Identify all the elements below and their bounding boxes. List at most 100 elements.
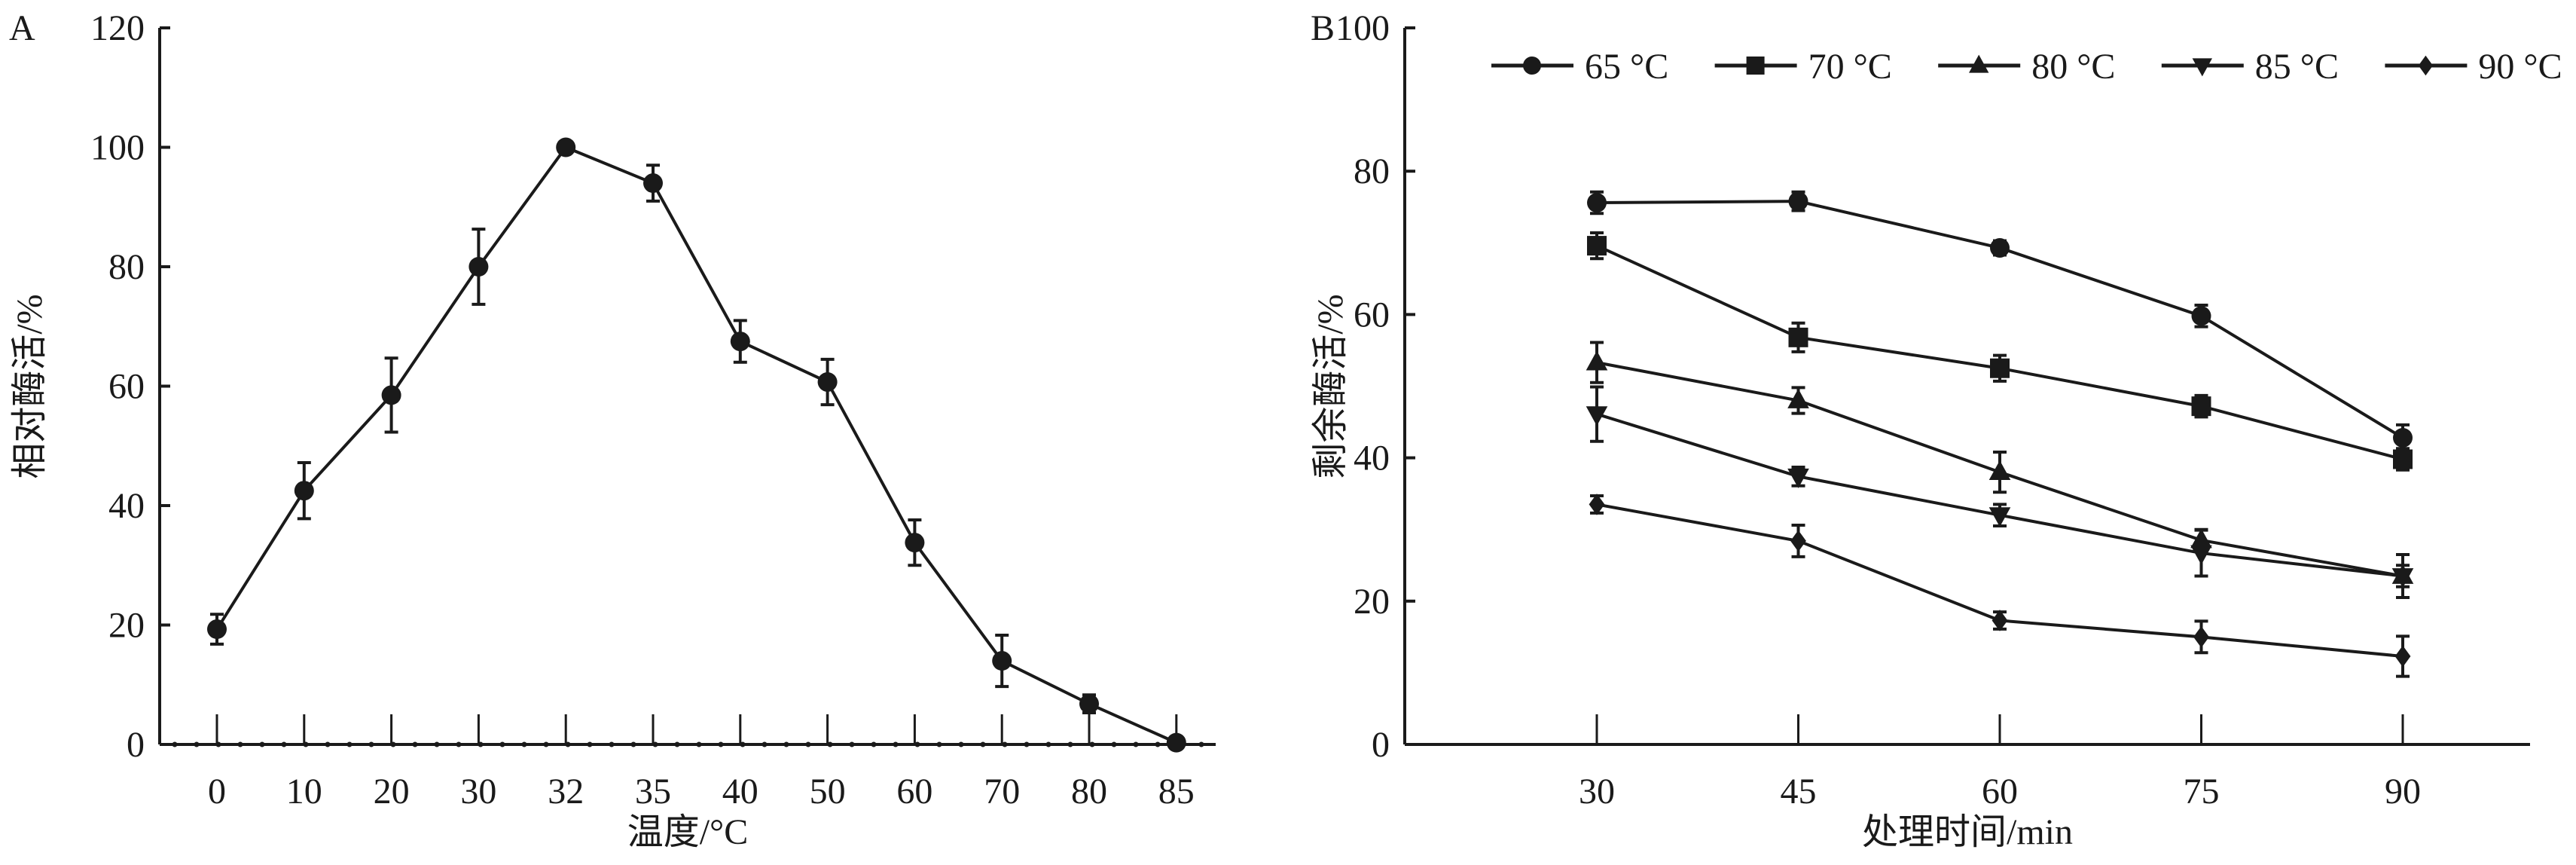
x-tick-label: 85 (1158, 772, 1195, 812)
data-point (1992, 610, 2008, 631)
x-tick-label: 40 (722, 772, 758, 812)
y-tick-label: 100 (1335, 8, 1390, 48)
series-90C (1589, 494, 2411, 678)
x-tick-label: 35 (635, 772, 671, 812)
data-point (643, 173, 663, 194)
data-point (381, 385, 401, 405)
x-axis-minor-dot (740, 741, 746, 747)
data-point (1586, 406, 1608, 426)
x-axis-minor-dot (412, 741, 418, 747)
x-axis-label: 温度/°C (627, 812, 749, 852)
data-point (992, 651, 1012, 671)
series-70C (1587, 231, 2413, 472)
y-tick-label: 80 (1354, 151, 1390, 191)
y-tick-label: 20 (1354, 582, 1390, 622)
x-axis-minor-dot (1089, 741, 1095, 747)
data-point (2391, 568, 2414, 588)
series-line (1596, 412, 2404, 578)
series-line (215, 145, 1177, 744)
x-axis-minor-dot (456, 741, 462, 747)
legend: 65 °C 70 °C 80 °C 85 °C 90 °C (1491, 47, 2562, 87)
panel-b: B 0 20 40 60 80 100 30 45 60 75 90 处理时间/min 剩余酶活/% 65 … (1311, 8, 2562, 852)
x-tick-label: 90 (2385, 772, 2421, 812)
data-point (2393, 449, 2413, 469)
x-axis-minor-dot (1133, 741, 1139, 747)
y-tick-label: 80 (108, 247, 145, 287)
x-axis-minor-dot (1002, 741, 1008, 747)
x-axis-minor-dot (325, 741, 331, 747)
x-axis-minor-dot (958, 741, 964, 747)
x-tick-label: 80 (1071, 772, 1107, 812)
x-axis-minor-dot (827, 741, 833, 747)
x-axis-minor-dot (696, 741, 702, 747)
y-tick-label: 120 (90, 8, 145, 48)
x-axis-minor-dot (346, 741, 353, 747)
x-axis-minor-dot (237, 741, 243, 747)
y-tick-label: 60 (1354, 295, 1390, 335)
series-line (1596, 244, 2404, 461)
data-point (1787, 388, 1809, 408)
x-axis-minor-dot (805, 741, 811, 747)
series-relativeactivity (207, 137, 1186, 753)
x-axis-minor-dot (674, 741, 680, 747)
x-tick-label: 30 (460, 772, 496, 812)
panel-label: A (9, 8, 35, 48)
legend-label: 85 °C (2255, 47, 2339, 87)
legend-marker (1523, 57, 1541, 75)
x-tick-label: 30 (1579, 772, 1615, 812)
x-axis-label: 处理时间/min (1862, 812, 2073, 852)
x-axis-minor-dot (980, 741, 986, 747)
data-point (1587, 236, 1607, 256)
y-tick-label: 40 (108, 486, 145, 526)
legend-marker (2192, 58, 2212, 77)
x-axis-minor-dot (499, 741, 505, 747)
legend-label: 90 °C (2478, 47, 2562, 87)
x-axis-minor-dot (652, 741, 658, 747)
legend-marker (2418, 55, 2433, 76)
x-tick-label: 20 (374, 772, 410, 812)
x-axis-minor-dot (849, 741, 855, 747)
y-tick-label: 60 (108, 367, 145, 407)
data-point (2193, 626, 2209, 648)
x-tick-label: 45 (1781, 772, 1817, 812)
x-tick-label: 32 (548, 772, 584, 812)
x-axis-minor-dot (565, 741, 571, 747)
x-axis-minor-dot (609, 741, 615, 747)
x-axis-minor-dot (1155, 741, 1161, 747)
data-point (1988, 460, 2011, 481)
data-point (2394, 645, 2411, 668)
series-line (1596, 200, 2404, 439)
panel-a: A 0 20 40 60 80 100 120 0 10 20 30 32 35 40 50 60 70 80 85 温… (9, 8, 1216, 852)
data-point (1589, 494, 1605, 515)
x-tick-label: 60 (1982, 772, 2018, 812)
data-point (2191, 306, 2211, 326)
legend-label: 65 °C (1585, 47, 1668, 87)
data-point (730, 332, 750, 352)
x-axis-minor-dot (390, 741, 396, 747)
data-point (905, 533, 925, 553)
data-point (2191, 396, 2211, 417)
data-point (1990, 358, 2010, 378)
data-point (1788, 191, 1808, 212)
x-axis-minor-dot (783, 741, 789, 747)
data-point (556, 137, 576, 157)
data-point (1988, 507, 2011, 527)
data-point (1790, 530, 1806, 552)
legend-marker (1746, 57, 1765, 75)
panel-label: B (1311, 8, 1335, 48)
y-tick-label: 0 (127, 725, 145, 765)
x-axis-minor-dot (893, 741, 899, 747)
x-tick-label: 75 (2184, 772, 2220, 812)
x-axis-minor-dot (1198, 741, 1204, 747)
data-point (817, 371, 838, 392)
data-point (1990, 237, 2010, 258)
y-axis-label: 剩余酶活/% (1311, 294, 1351, 478)
y-axis-label: 相对酶活/% (10, 294, 50, 478)
x-axis-minor-dot (521, 741, 527, 747)
data-point (2190, 545, 2212, 565)
data-point (207, 619, 227, 640)
legend-label: 80 °C (2031, 47, 2115, 87)
data-point (1587, 193, 1607, 213)
x-axis-minor-dot (478, 741, 484, 747)
data-point (1787, 468, 1809, 488)
